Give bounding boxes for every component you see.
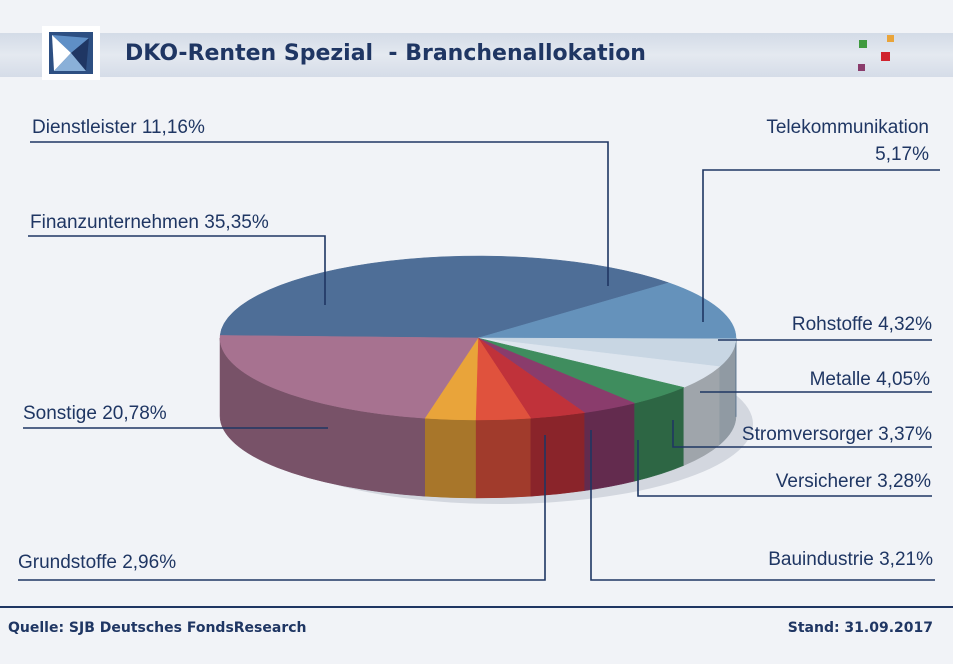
slice-label-8: Grundstoffe 2,96%: [18, 552, 176, 573]
slice-label-1: Dienstleister 11,16%: [32, 117, 205, 138]
pie-wall-5: [584, 402, 635, 491]
leader-line-2: [702, 169, 940, 322]
leader-line-0: [28, 235, 326, 305]
stand-date: Stand: 31.09.2017: [787, 620, 933, 636]
pie-wall-7: [475, 418, 532, 499]
slice-label-4: Metalle 4,05%: [810, 369, 931, 390]
pie-chart: Finanzunternehmen 35,35% Dienstleister 11…: [18, 117, 940, 581]
slice-label-6: Versicherer 3,28%: [776, 471, 931, 492]
title-band: [0, 33, 953, 77]
footer-divider: [0, 606, 953, 608]
page-title: DKO-Renten Spezial - Branchenallokation: [125, 41, 646, 66]
pie-wall-6: [530, 412, 585, 497]
slice-label-7: Bauindustrie 3,21%: [768, 549, 933, 570]
colored-squares-icon: [858, 35, 894, 71]
pie-slice-9: [219, 335, 479, 419]
pie-wall-8: [424, 417, 476, 499]
leader-line-5: [672, 420, 932, 448]
slice-label-0: Finanzunternehmen 35,35%: [30, 212, 269, 233]
leader-line-6: [637, 440, 932, 497]
slice-label-5: Stromversorger 3,37%: [742, 424, 932, 445]
slice-label-9: Sonstige 20,78%: [23, 403, 167, 424]
pie-slice-1: [477, 282, 737, 340]
source-note: Quelle: SJB Deutsches FondsResearch: [8, 620, 307, 636]
leader-line-1: [30, 141, 609, 286]
pie-slice-0: [219, 255, 670, 339]
star-compass-icon: [49, 32, 93, 74]
slice-label-3: Rohstoffe 4,32%: [792, 314, 932, 335]
leader-line-8: [18, 435, 546, 581]
logo: [42, 26, 100, 80]
leader-line-7: [590, 430, 935, 581]
slice-label-2: Telekommunikation: [766, 117, 929, 138]
slice-label-2: 5,17%: [875, 144, 929, 165]
